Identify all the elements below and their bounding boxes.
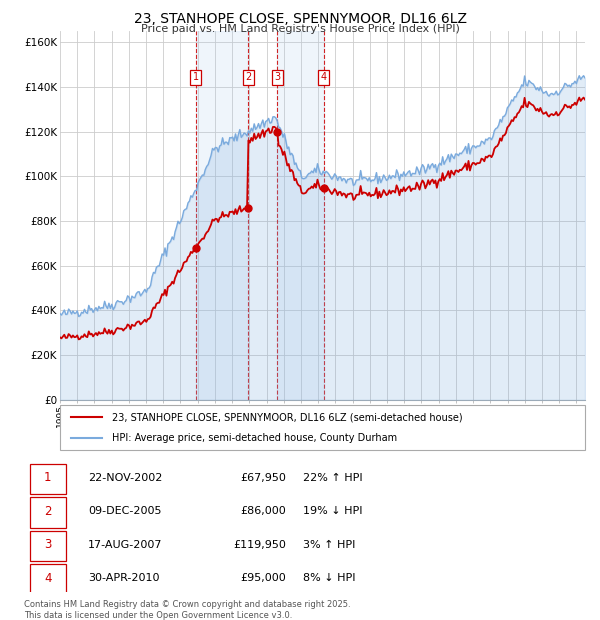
Text: 3% ↑ HPI: 3% ↑ HPI: [303, 539, 355, 550]
FancyBboxPatch shape: [60, 405, 585, 450]
Text: HPI: Average price, semi-detached house, County Durham: HPI: Average price, semi-detached house,…: [113, 433, 398, 443]
Text: £95,000: £95,000: [241, 573, 286, 583]
Text: 30-APR-2010: 30-APR-2010: [88, 573, 160, 583]
Text: 09-DEC-2005: 09-DEC-2005: [88, 506, 161, 516]
Text: 19% ↓ HPI: 19% ↓ HPI: [303, 506, 362, 516]
Text: Price paid vs. HM Land Registry's House Price Index (HPI): Price paid vs. HM Land Registry's House …: [140, 24, 460, 33]
Text: 23, STANHOPE CLOSE, SPENNYMOOR, DL16 6LZ (semi-detached house): 23, STANHOPE CLOSE, SPENNYMOOR, DL16 6LZ…: [113, 412, 463, 422]
Text: 4: 4: [44, 572, 52, 585]
FancyBboxPatch shape: [29, 497, 66, 528]
Text: 3: 3: [44, 538, 52, 551]
Text: £86,000: £86,000: [241, 506, 286, 516]
Text: 2: 2: [245, 72, 251, 82]
Bar: [277, 31, 324, 400]
FancyBboxPatch shape: [29, 464, 66, 495]
Text: 1: 1: [193, 72, 199, 82]
Text: 23, STANHOPE CLOSE, SPENNYMOOR, DL16 6LZ: 23, STANHOPE CLOSE, SPENNYMOOR, DL16 6LZ: [133, 12, 467, 27]
Bar: [196, 31, 248, 400]
Text: 4: 4: [321, 72, 327, 82]
FancyBboxPatch shape: [29, 531, 66, 562]
Text: £67,950: £67,950: [241, 472, 286, 483]
Text: 2: 2: [44, 505, 52, 518]
Text: 17-AUG-2007: 17-AUG-2007: [88, 539, 163, 550]
Text: 3: 3: [274, 72, 280, 82]
Text: £119,950: £119,950: [233, 539, 286, 550]
FancyBboxPatch shape: [29, 564, 66, 595]
Text: 1: 1: [44, 471, 52, 484]
Text: 22-NOV-2002: 22-NOV-2002: [88, 472, 163, 483]
Text: Contains HM Land Registry data © Crown copyright and database right 2025.
This d: Contains HM Land Registry data © Crown c…: [24, 600, 350, 619]
Text: 8% ↓ HPI: 8% ↓ HPI: [303, 573, 355, 583]
Text: 22% ↑ HPI: 22% ↑ HPI: [303, 472, 362, 483]
